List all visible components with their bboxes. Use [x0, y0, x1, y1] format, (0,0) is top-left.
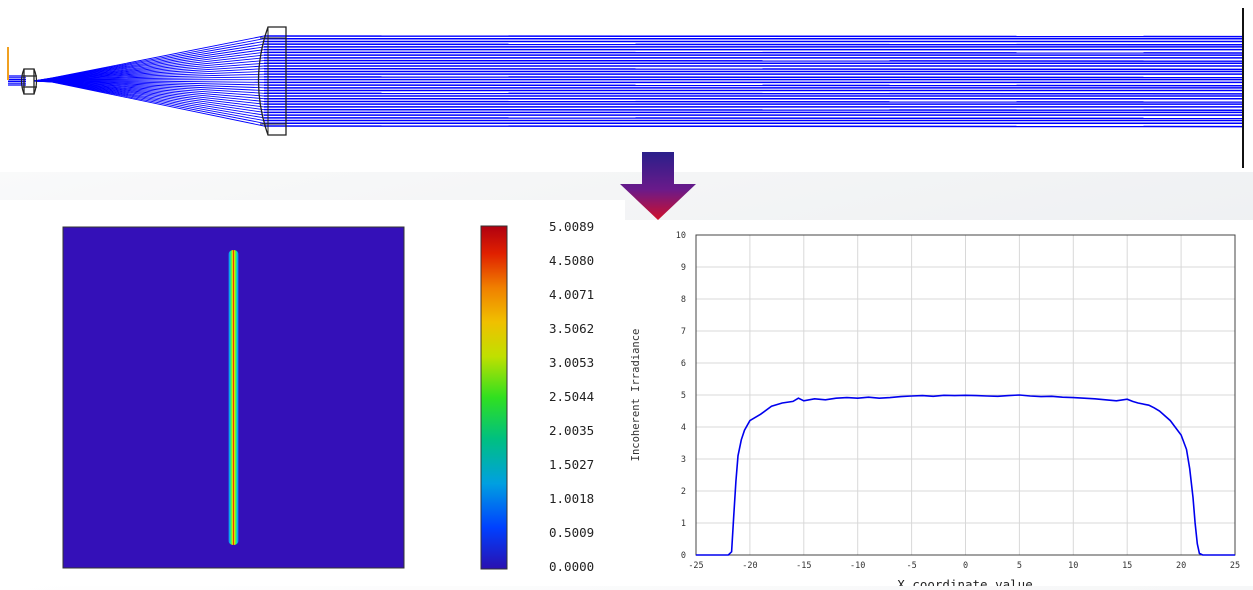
irradiance-line-chart: -25 -20 -15 -10 -5 0 5 10 15 20 25 0 1 2 3 4 5 6 7 8 9 10 In…: [625, 220, 1253, 586]
colorbar-tick-label: 3.0053: [549, 355, 594, 370]
y-tick-label: 7: [681, 327, 686, 337]
y-tick-labels: 0 1 2 3 4 5 6 7 8 9 10: [676, 231, 686, 561]
y-tick-label: 1: [681, 519, 686, 529]
y-tick-label: 8: [681, 295, 686, 305]
ray-segment: [52, 61, 264, 80]
x-tick-label: 0: [963, 561, 968, 571]
x-tick-label: -25: [688, 561, 703, 571]
x-tick-label: -10: [850, 561, 865, 571]
y-tick-label: 4: [681, 423, 686, 433]
colorbar-tick-label: 5.0089: [549, 219, 594, 234]
ray-segment: [52, 81, 264, 112]
ray-trace-layout: [0, 0, 1253, 172]
colorbar: [481, 226, 507, 569]
ray-segment: [264, 118, 1243, 119]
ray-segment: [264, 61, 1243, 62]
y-tick-label: 5: [681, 391, 686, 401]
ray-segment: [264, 36, 1243, 37]
y-tick-label: 3: [681, 455, 686, 465]
x-tick-label: 25: [1230, 561, 1240, 571]
irradiance-line-feature: [228, 250, 239, 545]
small-lens: [22, 69, 38, 94]
x-tick-labels: -25 -20 -15 -10 -5 0 5 10 15 20 25: [688, 561, 1240, 571]
colorbar-tick-label: 3.5062: [549, 321, 594, 336]
x-tick-label: -15: [796, 561, 811, 571]
x-tick-label: 5: [1017, 561, 1022, 571]
y-tick-label: 9: [681, 263, 686, 273]
colorbar-tick-label: 1.0018: [549, 491, 594, 506]
colorbar-tick-label: 1.5027: [549, 457, 594, 472]
ray-segment: [264, 101, 1243, 102]
irradiance-map-panel: 5.0089 4.5080 4.0071 3.5062 3.0053 2.5044 2.00…: [0, 200, 625, 586]
ray-segment: [264, 52, 1243, 53]
x-tick-label: -5: [906, 561, 916, 571]
ray-segment: [264, 126, 1243, 127]
x-tick-label: 20: [1176, 561, 1186, 571]
y-tick-label: 2: [681, 487, 686, 497]
ray-segment: [264, 85, 1243, 86]
ray-bundle: [8, 36, 1243, 127]
y-tick-label: 10: [676, 231, 686, 241]
colorbar-tick-label: 2.5044: [549, 389, 594, 404]
x-tick-label: -20: [742, 561, 757, 571]
large-lens: [259, 27, 287, 135]
irradiance-map: 5.0089 4.5080 4.0071 3.5062 3.0053 2.5044 2.00…: [0, 200, 625, 586]
y-tick-label: 6: [681, 359, 686, 369]
colorbar-tick-label: 2.0035: [549, 423, 594, 438]
ray-segment: [264, 77, 1243, 78]
irradiance-line-chart-panel: -25 -20 -15 -10 -5 0 5 10 15 20 25 0 1 2 3 4 5 6 7 8 9 10 In…: [625, 220, 1253, 586]
down-arrow-icon: [620, 152, 696, 220]
ray-segment: [264, 44, 1243, 45]
x-axis-label: X coordinate value: [897, 577, 1032, 586]
colorbar-tick-label: 0.5009: [549, 525, 594, 540]
ray-segment: [52, 81, 264, 99]
x-tick-label: 10: [1068, 561, 1078, 571]
colorbar-tick-labels: 5.0089 4.5080 4.0071 3.5062 3.0053 2.5044 2.00…: [549, 219, 594, 574]
ray-segment: [52, 36, 264, 78]
x-tick-label: 15: [1122, 561, 1132, 571]
colorbar-tick-label: 4.5080: [549, 253, 594, 268]
ray-trace-canvas: [0, 0, 1253, 172]
ray-segment: [264, 93, 1243, 94]
ray-segment: [264, 69, 1243, 70]
y-tick-label: 0: [681, 551, 686, 561]
colorbar-tick-label: 4.0071: [549, 287, 594, 302]
y-axis-label: Incoherent Irradiance: [630, 329, 642, 462]
colorbar-tick-label: 0.0000: [549, 559, 594, 574]
ray-segment: [264, 110, 1243, 111]
